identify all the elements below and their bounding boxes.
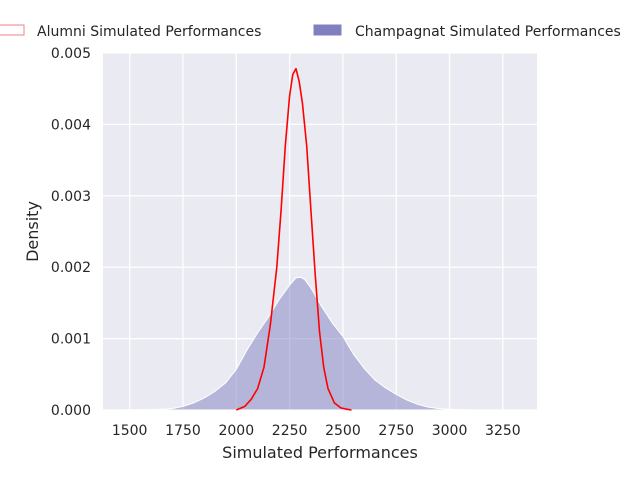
x-tick-label: 2000 [218,423,254,439]
series-layer [118,67,518,411]
y-tick-label: 0.001 [51,332,91,348]
legend: Alumni Simulated Performances Champagnat … [0,24,621,40]
series-champagnat-area [118,276,518,411]
y-tick-label: 0.000 [51,403,91,419]
legend-label: Champagnat Simulated Performances [355,24,621,40]
x-tick-label: 2750 [378,423,414,439]
y-tick-label: 0.003 [51,189,91,205]
x-tick-label: 1500 [112,423,148,439]
series-alumni-line [235,67,352,411]
x-tick-label: 2250 [272,423,308,439]
x-axis-label: Simulated Performances [222,443,418,462]
legend-swatch [313,24,342,36]
x-axis-ticks: 1500 1750 2000 2250 2500 2750 3000 3250 [112,423,521,439]
x-tick-label: 3250 [485,423,521,439]
y-tick-label: 0.005 [51,46,91,62]
y-tick-label: 0.002 [51,260,91,276]
legend-swatch [0,24,25,36]
y-tick-label: 0.004 [51,117,91,133]
y-axis-label: Density [23,201,42,262]
x-tick-label: 1750 [165,423,201,439]
y-axis-ticks: 0.000 0.001 0.002 0.003 0.004 0.005 [51,46,91,419]
x-tick-label: 3000 [432,423,468,439]
x-tick-label: 2500 [325,423,361,439]
legend-label: Alumni Simulated Performances [37,24,261,40]
